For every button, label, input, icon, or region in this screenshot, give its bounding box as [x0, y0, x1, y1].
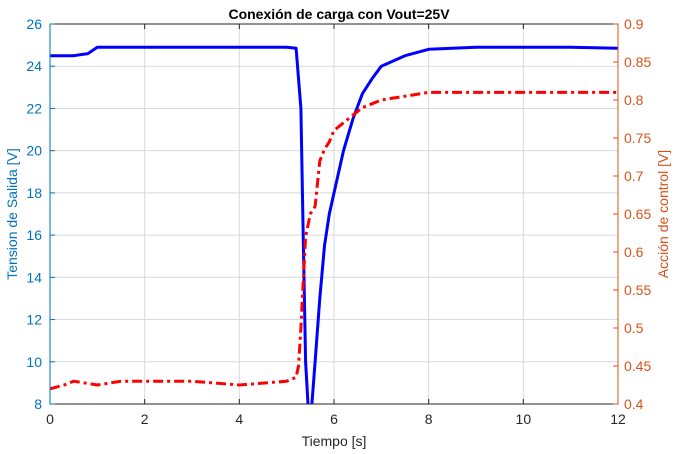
series-voltage-line	[50, 45, 618, 404]
x-tick-label: 0	[46, 411, 54, 427]
y-axis-right-label: Acción de control [V]	[655, 150, 671, 278]
y-left-tick-label: 26	[26, 16, 42, 32]
y-left-tick-label: 24	[26, 58, 42, 74]
y-left-tick-label: 14	[26, 269, 42, 285]
x-tick-label: 10	[516, 411, 532, 427]
y-right-tick-label: 0.85	[624, 54, 651, 70]
x-tick-label: 8	[425, 411, 433, 427]
y-left-tick-label: 22	[26, 100, 42, 116]
y-right-tick-label: 0.55	[624, 282, 651, 298]
y-right-tick-label: 0.5	[624, 320, 644, 336]
series-control-line	[50, 90, 618, 391]
y-axis-left-label: Tension de Salida [V]	[4, 148, 20, 280]
y-left-tick-label: 12	[26, 312, 42, 328]
y-right-tick-label: 0.8	[624, 92, 644, 108]
y-right-tick-label: 0.7	[624, 168, 644, 184]
grid-layer	[49, 23, 619, 405]
y-left-tick-label: 10	[26, 354, 42, 370]
y-left-tick-label: 18	[26, 185, 42, 201]
y-right-tick-label: 0.6	[624, 244, 644, 260]
y-right-tick-label: 0.45	[624, 358, 651, 374]
chart-title: Conexión de carga con Vout=25V	[228, 6, 450, 22]
y-right-tick-label: 0.65	[624, 206, 651, 222]
x-tick-label: 6	[330, 411, 338, 427]
x-axis-label: Tiempo [s]	[302, 433, 367, 449]
x-tick-label: 2	[141, 411, 149, 427]
x-tick-label: 12	[610, 411, 626, 427]
y-left-tick-label: 20	[26, 143, 42, 159]
y-left-tick-label: 16	[26, 227, 42, 243]
y-right-tick-label: 0.4	[624, 396, 644, 412]
y-left-tick-label: 8	[34, 396, 42, 412]
x-tick-label: 4	[235, 411, 243, 427]
y-right-tick-label: 0.9	[624, 16, 644, 32]
y-right-tick-label: 0.75	[624, 130, 651, 146]
tick-layer: 0 2 4 6 8 10 1281012141618202224260.40.450.50.…	[26, 16, 651, 427]
series-layer	[50, 45, 618, 404]
